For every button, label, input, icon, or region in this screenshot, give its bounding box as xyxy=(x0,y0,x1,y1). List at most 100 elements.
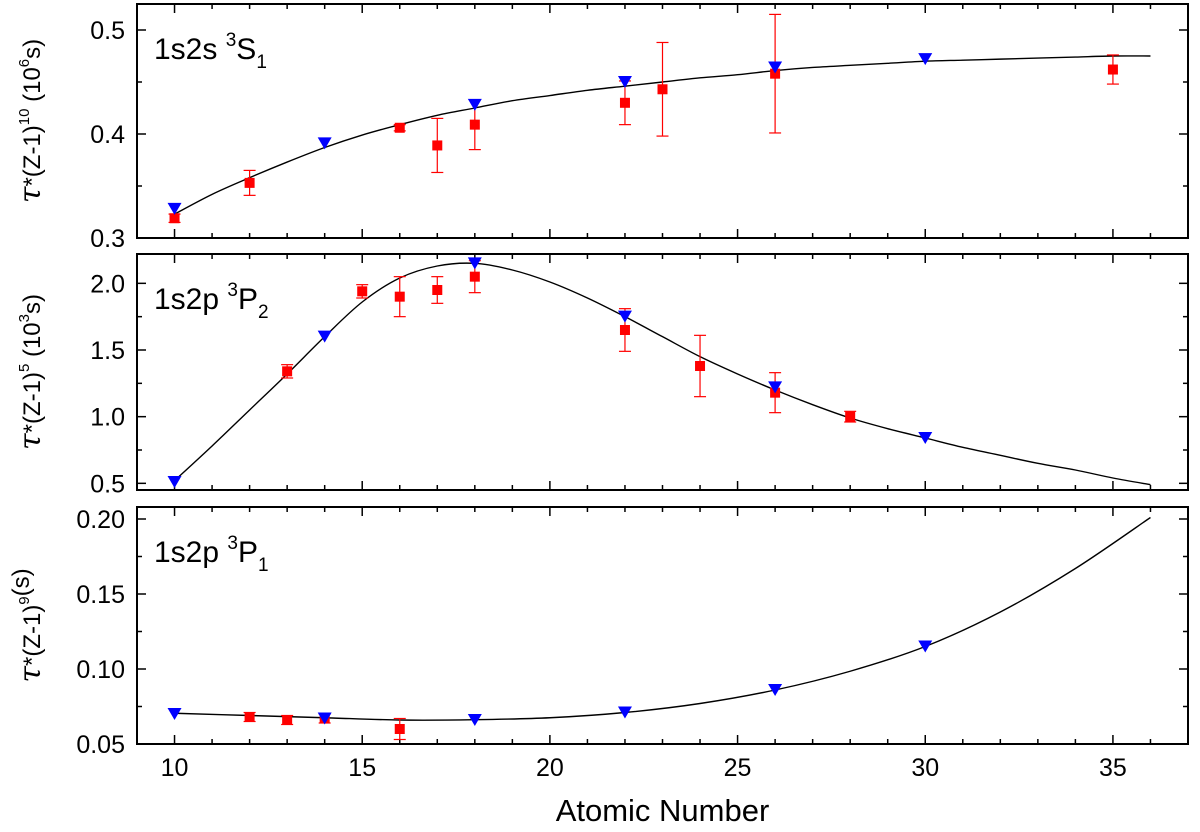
experiment-point xyxy=(394,122,405,133)
theory-point xyxy=(617,310,632,323)
experiment-point xyxy=(770,68,781,79)
state-label-sup: 3 xyxy=(227,280,238,301)
y-axis-label-text: *(Z-1) xyxy=(19,372,46,433)
y-tick-label: 1.0 xyxy=(90,404,125,432)
state-label-term: P xyxy=(238,283,258,316)
theory-point xyxy=(317,137,332,150)
y-tick-label: 1.5 xyxy=(90,337,125,365)
fit-curve xyxy=(174,516,1151,721)
state-label-term: S xyxy=(236,33,256,66)
state-label-base: 1s2p xyxy=(154,536,227,569)
theory-point xyxy=(617,706,632,719)
experiment-point xyxy=(282,366,293,377)
theory-point xyxy=(617,76,632,88)
experiment-point xyxy=(695,361,706,371)
y-axis-label-sup: 9 xyxy=(16,596,33,604)
experiment-point xyxy=(394,724,405,734)
y-axis-label-text: *(Z-1) xyxy=(19,605,46,666)
state-label-sub: 1 xyxy=(256,52,267,73)
state-label-sup: 3 xyxy=(226,30,237,51)
y-tick-label: 0.4 xyxy=(90,121,125,149)
y-tick-label: 0.05 xyxy=(76,731,125,759)
experiment-point xyxy=(619,325,630,335)
experiment-point xyxy=(394,291,405,302)
theory-point xyxy=(768,61,783,74)
y-axis-label-sup: 10 xyxy=(16,109,33,126)
y-axis-label-tau: τ xyxy=(13,186,48,203)
y-axis-label-text: s) xyxy=(19,294,46,314)
theory-point xyxy=(768,684,783,696)
y-axis-label-sup: 3 xyxy=(16,314,33,322)
plot-frame xyxy=(136,3,1189,239)
state-label-base: 1s2s xyxy=(154,33,226,66)
state-label-sup: 3 xyxy=(227,533,238,554)
theory-point xyxy=(918,432,933,444)
theory-point xyxy=(918,53,933,66)
experiment-point xyxy=(845,411,856,422)
state-label-base: 1s2p xyxy=(154,283,227,316)
x-tick-label: 15 xyxy=(348,754,376,782)
y-axis-label-sup: 6 xyxy=(16,59,33,67)
state-label-sub: 1 xyxy=(258,555,269,576)
y-tick-label: 0.3 xyxy=(90,225,125,253)
theory-point xyxy=(167,476,182,488)
y-tick-label: 0.20 xyxy=(76,506,125,534)
experiment-point xyxy=(244,712,255,722)
experiment-point xyxy=(282,715,293,725)
experiment-point xyxy=(1107,64,1118,75)
panel-top: 0.3 0.4 0.5 1s2s 3S1 τ*(Z-1)10 (106s) xyxy=(13,3,1189,253)
y-tick-label: 0.10 xyxy=(76,656,125,684)
state-label: 1s2p 3P2 xyxy=(154,280,269,323)
y-axis-label-text: (10 xyxy=(19,322,46,363)
x-axis-label: Atomic Number xyxy=(556,793,770,827)
y-axis-label: τ*(Z-1)10 (106s) xyxy=(13,39,48,203)
state-label: 1s2p 3P1 xyxy=(154,533,269,576)
y-tick-label: 0.5 xyxy=(90,17,125,45)
x-tick-label: 30 xyxy=(911,754,939,782)
x-tick-label: 20 xyxy=(536,754,564,782)
y-tick-label: 0.5 xyxy=(90,470,125,498)
y-axis-label: τ*(Z-1)5 (103s) xyxy=(13,294,48,450)
theory-point xyxy=(167,202,182,215)
experiment-point xyxy=(619,97,630,108)
experiment-point xyxy=(432,285,443,295)
theory-point xyxy=(467,98,482,111)
panel-bottom: 0.05 0.10 0.15 0.20 10 15 20 25 30 35 Atomic Numbe… xyxy=(8,506,1189,828)
theory-point xyxy=(768,381,783,394)
experiment-point xyxy=(469,271,480,282)
y-axis-label-text: s) xyxy=(19,39,46,59)
y-axis-label-text: *(Z-1) xyxy=(19,125,46,186)
theory-point xyxy=(467,714,482,726)
theory-point xyxy=(317,712,332,725)
plot-frame xyxy=(136,253,1189,491)
y-axis-label-text: (s) xyxy=(8,568,35,596)
state-label: 1s2s 3S1 xyxy=(154,30,267,73)
y-axis-label-text: (10 xyxy=(19,67,46,108)
y-axis-label-tau: τ xyxy=(13,666,48,683)
experiment-point xyxy=(657,84,668,95)
x-tick-label: 10 xyxy=(161,754,189,782)
y-axis-label: τ*(Z-1)9(s) xyxy=(8,568,48,682)
theory-point xyxy=(317,330,332,343)
x-tick-label: 35 xyxy=(1099,754,1127,782)
state-label-sub: 2 xyxy=(258,302,269,323)
y-axis-label-tau: τ xyxy=(13,433,48,450)
fit-curve xyxy=(174,262,1151,486)
theory-point xyxy=(167,708,182,720)
theory-point xyxy=(918,640,933,653)
y-tick-label: 0.15 xyxy=(76,581,125,609)
x-tick-label: 25 xyxy=(724,754,752,782)
experiment-point xyxy=(469,119,480,130)
experiment-point xyxy=(432,140,443,151)
plot-frame xyxy=(136,506,1189,745)
experiment-point xyxy=(169,213,180,224)
experiment-point xyxy=(244,177,255,188)
y-axis-label-sup: 5 xyxy=(16,364,33,372)
state-label-term: P xyxy=(238,536,258,569)
theory-point xyxy=(467,257,482,270)
y-tick-label: 2.0 xyxy=(90,270,125,298)
